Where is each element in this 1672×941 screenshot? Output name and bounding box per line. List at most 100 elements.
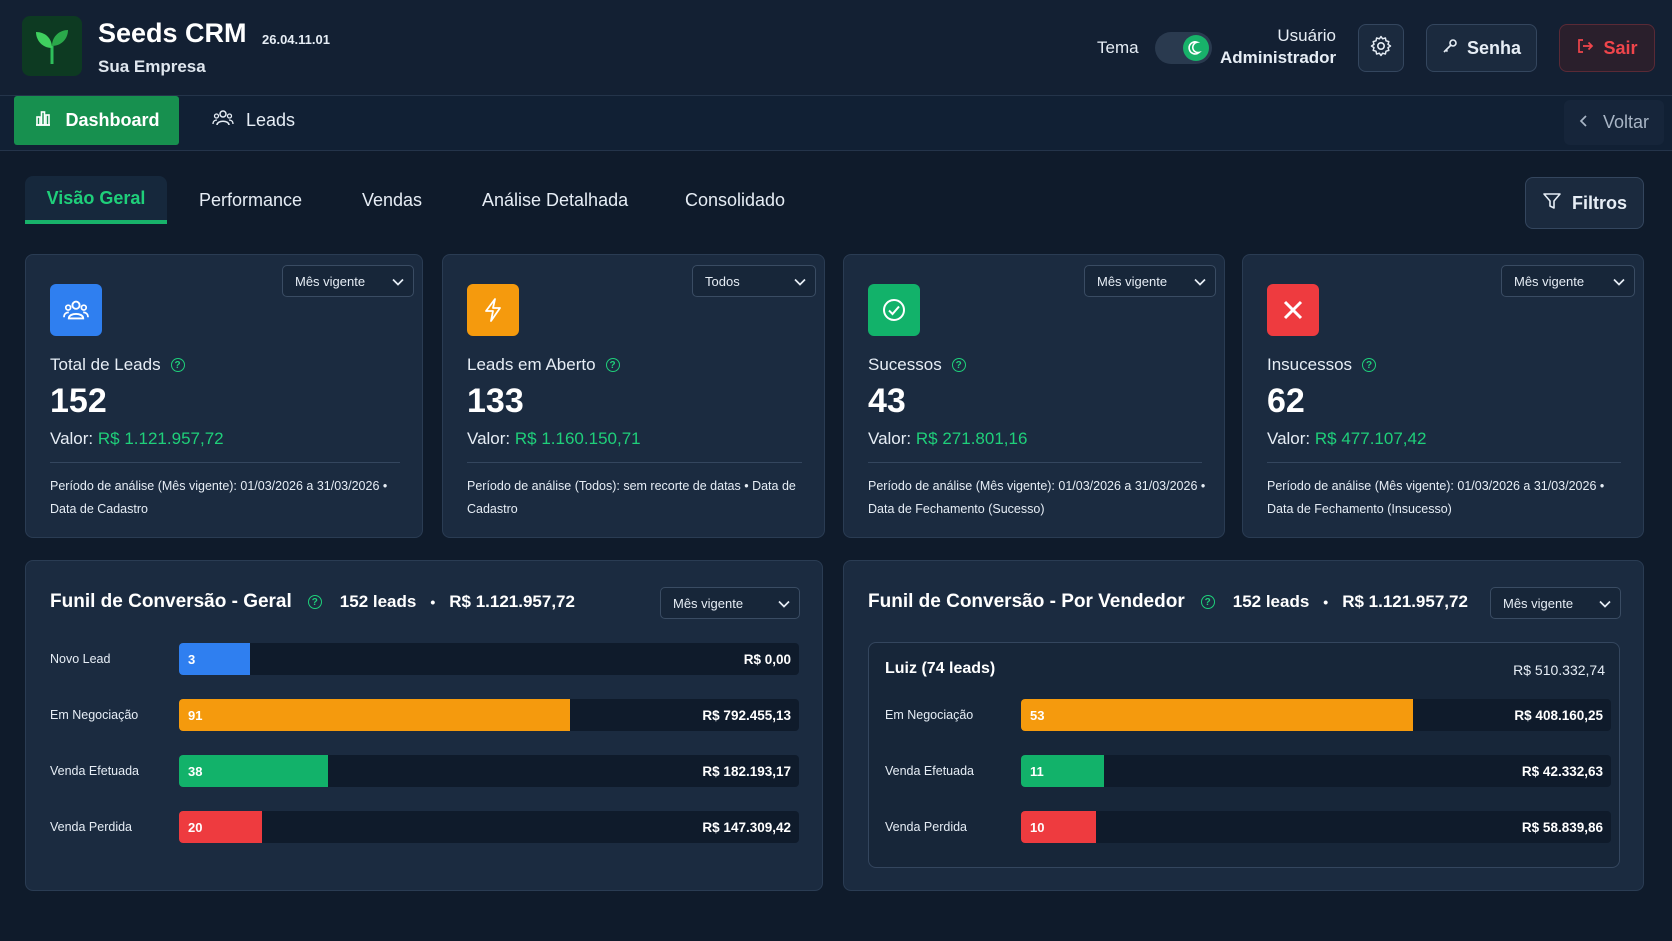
tab-vendas[interactable]: Vendas xyxy=(362,189,423,210)
tab-visao-geral[interactable]: Visão Geral xyxy=(25,176,167,224)
help-icon[interactable]: ? xyxy=(170,358,185,372)
vendor-total: R$ 510.332,74 xyxy=(1513,662,1605,678)
user-label: Usuário xyxy=(1277,26,1336,45)
kpi-money-value: R$ 477.107,42 xyxy=(1314,429,1427,448)
funnel-bar-amount: R$ 147.309,42 xyxy=(702,819,791,835)
funnel-general-header: Funil de Conversão - Geral ? 152 leads •… xyxy=(50,591,575,613)
kpi-value: 43 xyxy=(868,382,906,420)
funnel-general-period-select[interactable]: Mês vigente xyxy=(660,587,800,619)
period-select[interactable]: Mês vigente xyxy=(1501,265,1635,297)
kpi-period: Período de análise (Mês vigente): 01/03/… xyxy=(1267,479,1605,516)
funnel-row-label: Venda Efetuada xyxy=(885,764,974,778)
period-select-value: Mês vigente xyxy=(1514,273,1585,289)
nav-dashboard-label: Dashboard xyxy=(65,110,160,130)
voltar-label: Voltar xyxy=(1602,112,1650,132)
logout-button[interactable]: Sair xyxy=(1559,24,1655,72)
period-select-value: Mês vigente xyxy=(295,273,366,289)
kpi-title: Leads em Aberto ? xyxy=(467,355,620,375)
funnel-row-label: Venda Perdida xyxy=(50,820,133,834)
period-select[interactable]: Mês vigente xyxy=(282,265,414,297)
kpi-title-text: Sucessos xyxy=(868,355,942,374)
theme-toggle[interactable] xyxy=(1155,32,1212,64)
tab-consolidado[interactable]: Consolidado xyxy=(685,189,786,210)
funnel-bar-count: 11 xyxy=(1030,763,1044,779)
chevron-down-icon xyxy=(778,596,790,611)
senha-label: Senha xyxy=(1466,37,1522,58)
filtros-label: Filtros xyxy=(1571,192,1627,213)
funnel-bar-venda-perdida: 20 xyxy=(179,811,263,843)
funnel-vendor-header: Funil de Conversão - Por Vendedor ? 152 … xyxy=(868,591,1468,613)
funnel-vendor-period-select[interactable]: Mês vigente xyxy=(1490,587,1621,619)
kpi-money-label: Valor: xyxy=(868,429,912,448)
funnel-bar-amount: R$ 182.193,17 xyxy=(702,763,791,779)
kpi-money-label: Valor: xyxy=(467,429,511,448)
users-icon xyxy=(50,284,102,336)
funnel-general-leads: 152 leads xyxy=(339,592,417,611)
help-icon[interactable]: ? xyxy=(1362,358,1377,372)
kpi-title-text: Leads em Aberto xyxy=(467,355,596,374)
funnel-bar-count: 91 xyxy=(188,707,203,723)
kpi-title: Sucessos ? xyxy=(868,355,966,375)
moon-icon xyxy=(1183,35,1209,61)
separator-dot: • xyxy=(1323,594,1329,610)
help-icon[interactable]: ? xyxy=(951,358,966,372)
kpi-period: Período de análise (Mês vigente): 01/03/… xyxy=(50,479,388,516)
vendor-bar-venda-efetuada: 11 xyxy=(1021,755,1104,787)
filters-button[interactable]: Filtros xyxy=(1525,177,1644,229)
funnel-bar-track: 10 R$ 58.839,86 xyxy=(1021,811,1611,843)
help-icon[interactable]: ? xyxy=(307,595,322,609)
back-button[interactable]: Voltar xyxy=(1564,100,1664,145)
period-select[interactable]: Todos xyxy=(692,265,816,297)
vendor-name: Luiz (74 leads) xyxy=(885,660,996,677)
funnel-bar-track: 20 R$ 147.309,42 xyxy=(179,811,799,843)
tab-performance[interactable]: Performance xyxy=(199,189,303,210)
kpi-period: Período de análise (Mês vigente): 01/03/… xyxy=(868,479,1206,516)
separator-dot: • xyxy=(430,594,436,610)
filter-icon xyxy=(1542,192,1562,215)
nav-dashboard[interactable]: Dashboard xyxy=(14,96,179,145)
check-circle-icon xyxy=(868,284,920,336)
change-password-button[interactable]: Senha xyxy=(1426,24,1537,72)
kpi-money-value: R$ 1.160.150,71 xyxy=(514,429,641,448)
kpi-card-leads-aberto: Todos Leads em Aberto ? 133 Valor: R$ 1.… xyxy=(442,254,825,538)
nav-leads[interactable]: Leads xyxy=(212,96,295,145)
period-select[interactable]: Mês vigente xyxy=(1084,265,1216,297)
funnel-row-label: Venda Perdida xyxy=(885,820,968,834)
funnel-bar-count: 38 xyxy=(188,763,203,779)
kpi-money-value: R$ 1.121.957,72 xyxy=(97,429,224,448)
kpi-period: Período de análise (Todos): sem recorte … xyxy=(467,479,796,516)
logout-icon xyxy=(1576,37,1594,60)
kpi-title: Total de Leads ? xyxy=(50,355,185,375)
period-select-value: Mês vigente xyxy=(1097,273,1168,289)
kpi-card-insucessos: Mês vigente Insucessos ? 62 Valor: R$ 47… xyxy=(1242,254,1644,538)
chevron-down-icon xyxy=(392,274,404,289)
funnel-bar-track: 91 R$ 792.455,13 xyxy=(179,699,799,731)
funnel-bar-em-negociacao: 91 xyxy=(179,699,570,731)
funnel-bar-amount: R$ 0,00 xyxy=(743,651,791,667)
kpi-value: 133 xyxy=(467,382,524,420)
x-icon xyxy=(1267,284,1319,336)
kpi-title-text: Insucessos xyxy=(1267,355,1353,374)
tab-analise-detalhada[interactable]: Análise Detalhada xyxy=(482,189,629,210)
help-icon[interactable]: ? xyxy=(1200,595,1215,609)
help-icon[interactable]: ? xyxy=(605,358,620,372)
kpi-money-label: Valor: xyxy=(50,429,94,448)
users-icon xyxy=(212,108,234,133)
card-divider xyxy=(1267,462,1621,463)
main-nav: Dashboard Leads Voltar xyxy=(0,96,1672,151)
nav-leads-label: Leads xyxy=(246,110,296,130)
period-select-value: Mês vigente xyxy=(1503,595,1574,611)
kpi-money: Valor: R$ 1.160.150,71 xyxy=(467,429,641,449)
chevron-down-icon xyxy=(1613,274,1625,289)
theme-label: Tema xyxy=(1097,38,1139,57)
gear-icon xyxy=(1369,34,1393,63)
funnel-vendor-total: R$ 1.121.957,72 xyxy=(1342,592,1468,611)
kpi-money: Valor: R$ 1.121.957,72 xyxy=(50,429,224,449)
funnel-bar-amount: R$ 408.160,25 xyxy=(1514,707,1603,723)
settings-button[interactable] xyxy=(1358,24,1404,72)
kpi-money-label: Valor: xyxy=(1267,429,1311,448)
vendor-bar-venda-perdida: 10 xyxy=(1021,811,1096,843)
funnel-general-title: Funil de Conversão - Geral xyxy=(50,591,292,612)
chevron-down-icon xyxy=(1194,274,1206,289)
funnel-bar-count: 10 xyxy=(1030,819,1045,835)
